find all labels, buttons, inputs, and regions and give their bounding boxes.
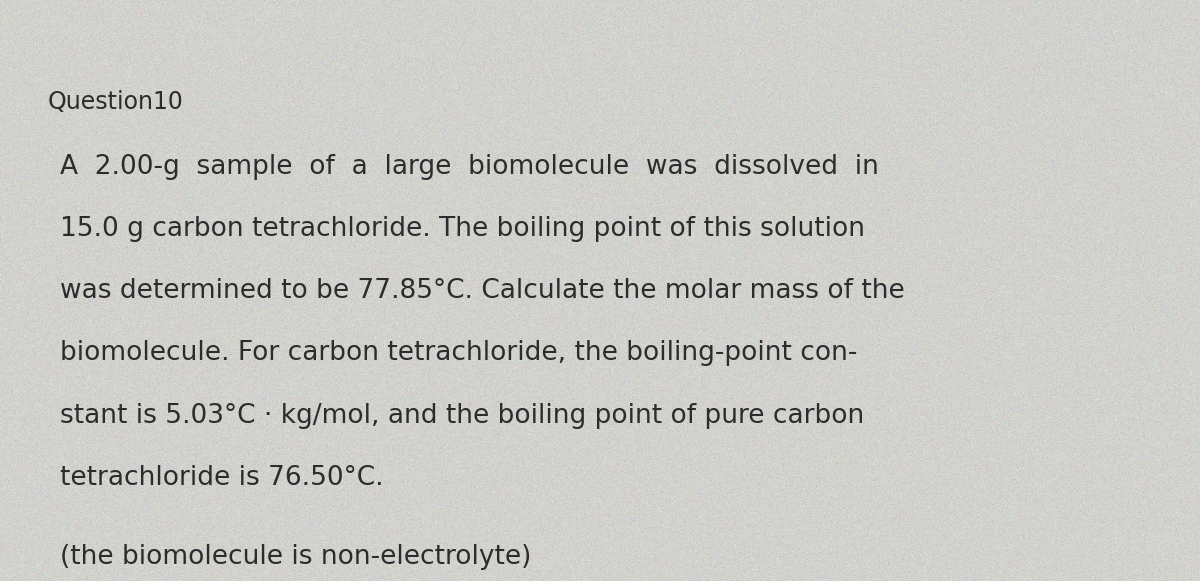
Text: A  2.00-g  sample  of  a  large  biomolecule  was  dissolved  in: A 2.00-g sample of a large biomolecule w… (60, 154, 878, 180)
Text: biomolecule. For carbon tetrachloride, the boiling-point con-: biomolecule. For carbon tetrachloride, t… (60, 340, 857, 367)
Text: tetrachloride is 76.50°C.: tetrachloride is 76.50°C. (60, 465, 384, 491)
Text: Question10: Question10 (48, 90, 184, 114)
Text: stant is 5.03°C · kg/mol, and the boiling point of pure carbon: stant is 5.03°C · kg/mol, and the boilin… (60, 403, 864, 429)
Text: was determined to be 77.85°C. Calculate the molar mass of the: was determined to be 77.85°C. Calculate … (60, 278, 905, 304)
Text: (the biomolecule is non-electrolyte): (the biomolecule is non-electrolyte) (60, 544, 532, 571)
Text: 15.0 g carbon tetrachloride. The boiling point of this solution: 15.0 g carbon tetrachloride. The boiling… (60, 216, 865, 242)
